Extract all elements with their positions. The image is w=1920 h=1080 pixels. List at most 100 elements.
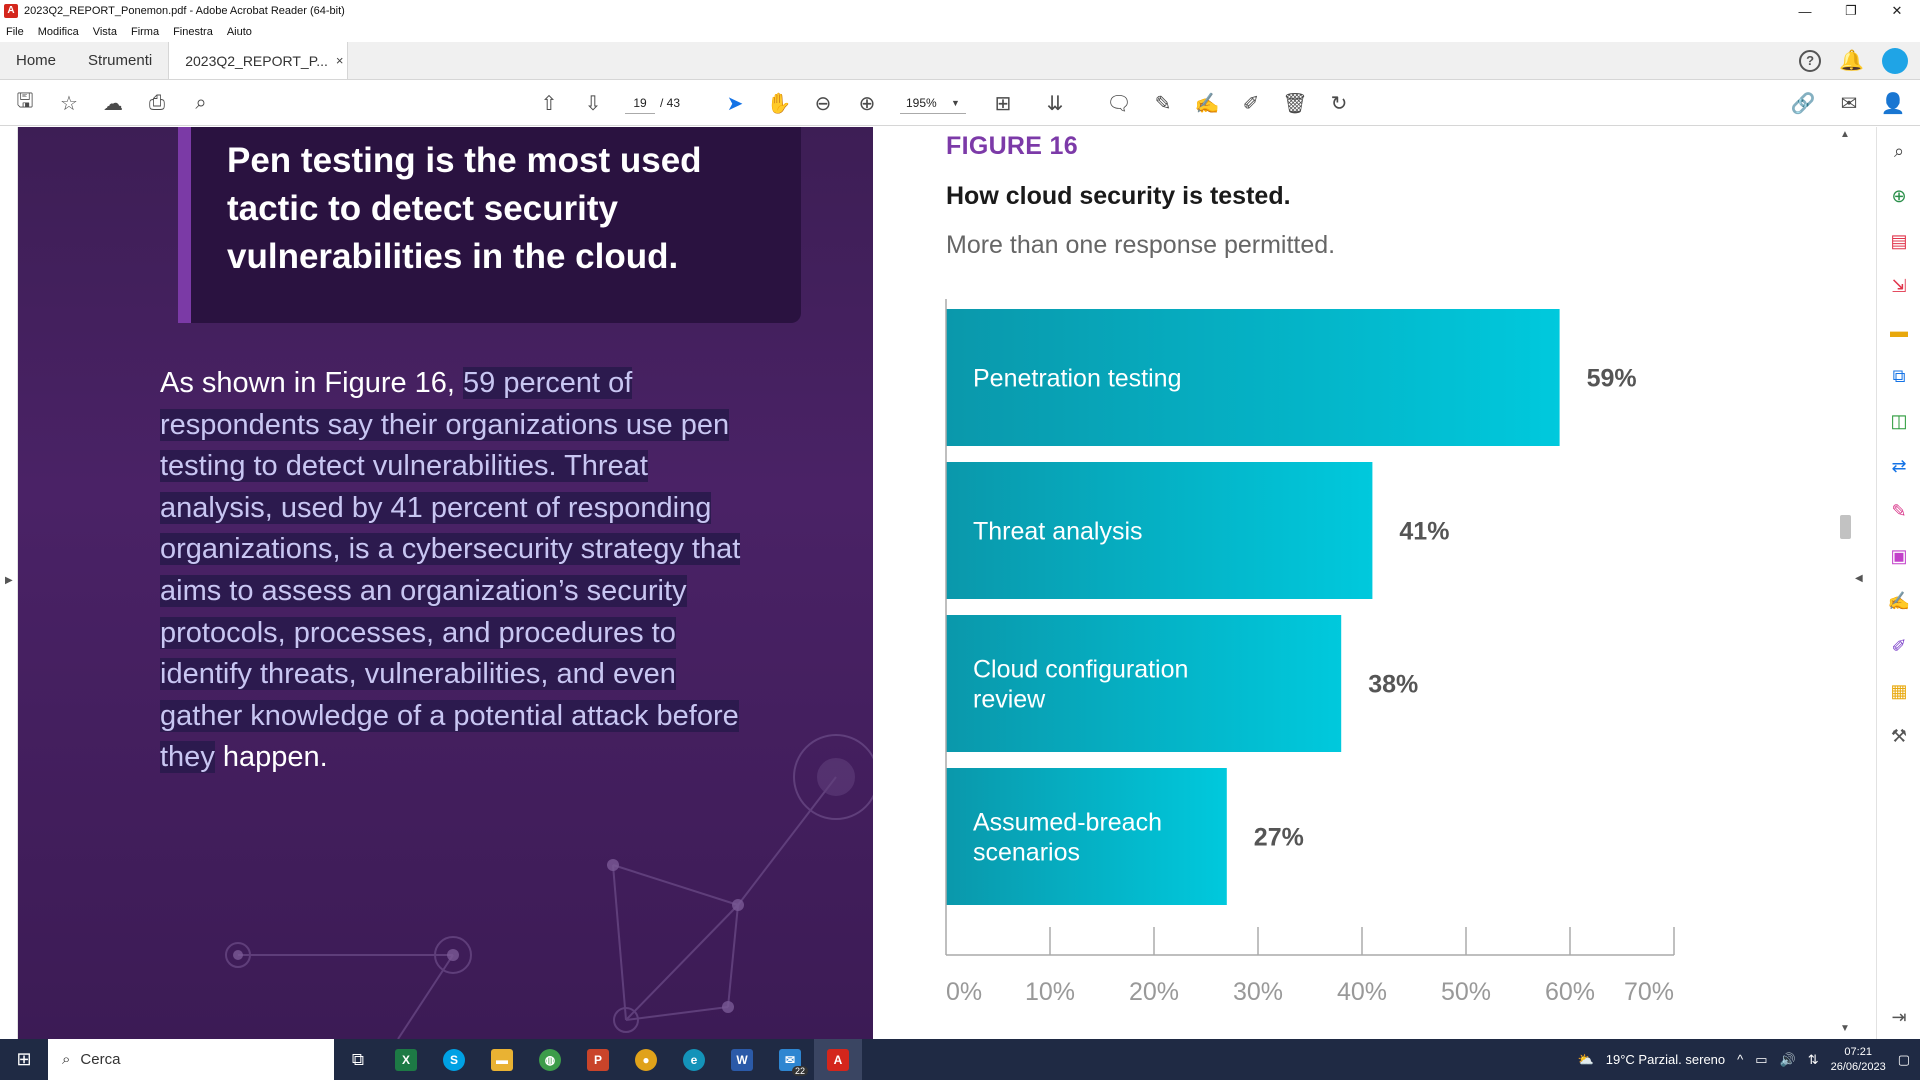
task-view-icon[interactable]: ⧉ xyxy=(351,1049,365,1069)
compress-icon[interactable]: ◫ xyxy=(1890,410,1908,431)
menu-bar: File Modifica Vista Firma Finestra Aiuto xyxy=(0,22,1920,42)
collapse-tools-icon[interactable]: ⇥ xyxy=(1891,1006,1907,1027)
fill-and-sign-icon[interactable]: ✎ xyxy=(1891,500,1907,521)
chart-x-tick-label: 70% xyxy=(1624,978,1674,1006)
clock-date: 26/06/2023 xyxy=(1830,1060,1886,1073)
maps-app-icon[interactable]: ◍ xyxy=(526,1039,574,1080)
prepare-form-icon[interactable]: ✐ xyxy=(1891,635,1907,656)
body-text-plain: As shown in Figure 16, xyxy=(160,367,464,399)
chevron-down-icon[interactable]: ▼ xyxy=(951,98,960,108)
share-link-icon[interactable]: 🔗 xyxy=(1790,92,1816,115)
start-button[interactable]: ⊞ xyxy=(16,1049,32,1069)
zoom-search-icon[interactable]: ⌕ xyxy=(1893,140,1905,161)
clock-time: 07:21 xyxy=(1844,1045,1872,1058)
mail-badge: 22 xyxy=(791,1066,808,1076)
print-icon[interactable]: ⎙ xyxy=(149,91,165,114)
tab-document[interactable]: 2023Q2_REPORT_P... × xyxy=(168,42,349,79)
tab-home[interactable]: Home xyxy=(16,52,57,69)
delete-icon[interactable]: 🗑 xyxy=(1282,92,1308,115)
tools-pane: ⌕ ⊕ ▤ ⇲ ▬ ⧉ ◫ ⇄ ✎ ▣ ✍ ✐ ▦ ⚒ ⇥ xyxy=(1876,127,1920,1039)
zoom-level-select[interactable]: 195% xyxy=(900,92,966,114)
edge-app-icon[interactable]: e xyxy=(670,1039,718,1080)
organize-pages-icon[interactable]: ▤ xyxy=(1890,230,1908,251)
left-panel-collapsed[interactable]: ▶ xyxy=(0,127,18,1039)
tray-expand-icon[interactable]: ^ xyxy=(1737,1052,1744,1067)
minimize-button[interactable]: — xyxy=(1798,3,1812,19)
previous-page-icon[interactable]: ⇧ xyxy=(540,92,558,115)
acrobat-app-icon: A xyxy=(4,4,18,18)
volume-icon[interactable]: 🔊 xyxy=(1779,1051,1796,1067)
word-app-icon[interactable]: W xyxy=(718,1039,766,1080)
notification-bell-icon[interactable]: 🔔 xyxy=(1839,50,1864,72)
select-cursor-icon[interactable]: ➤ xyxy=(726,92,744,115)
tab-tools[interactable]: Strumenti xyxy=(88,52,153,69)
clock[interactable]: 07:21 26/06/2023 xyxy=(1831,1045,1886,1075)
more-tools-icon[interactable]: ⚒ xyxy=(1890,725,1908,746)
add-user-icon[interactable]: 👤 xyxy=(1880,92,1906,115)
stamp-icon[interactable]: ▦ xyxy=(1890,680,1908,701)
close-window-button[interactable]: ✕ xyxy=(1891,3,1903,18)
figure-subtitle: More than one response permitted. xyxy=(946,231,1336,259)
scrollbar-thumb[interactable] xyxy=(1840,515,1851,539)
export-pdf-icon[interactable]: ⇲ xyxy=(1891,275,1907,296)
convert-icon[interactable]: ⇄ xyxy=(1891,455,1907,476)
taskbar-search[interactable]: ⌕ Cerca xyxy=(48,1039,334,1080)
hand-tool-icon[interactable]: ✋ xyxy=(766,92,792,115)
help-icon[interactable]: ? xyxy=(1799,49,1822,72)
menu-finestra[interactable]: Finestra xyxy=(173,26,213,38)
comment-icon[interactable]: 🗨 xyxy=(1106,92,1132,115)
restore-button[interactable]: ❐ xyxy=(1845,3,1857,18)
scroll-down-icon[interactable]: ▼ xyxy=(1840,1023,1850,1034)
page-fit-icon[interactable]: ⊞ xyxy=(994,92,1012,115)
sign-icon[interactable]: ✍ xyxy=(1194,92,1220,115)
chrome-app-icon[interactable]: ● xyxy=(622,1039,670,1080)
weather-text[interactable]: 19°C Parzial. sereno xyxy=(1605,1052,1726,1067)
close-tab-icon[interactable]: × xyxy=(335,53,344,68)
skype-app-icon[interactable]: S xyxy=(430,1039,478,1080)
zoom-in-icon[interactable]: ⊕ xyxy=(858,92,876,115)
bookmark-star-icon[interactable]: ☆ xyxy=(60,92,78,115)
document-viewport[interactable]: ▶ xyxy=(0,127,1876,1039)
mail-app-icon[interactable]: ✉ 22 xyxy=(766,1039,814,1080)
excel-app-icon[interactable]: X xyxy=(382,1039,430,1080)
scroll-mode-icon[interactable]: ⇊ xyxy=(1046,92,1064,115)
tab-document-label: 2023Q2_REPORT_P... xyxy=(185,52,328,69)
comment-tool-icon[interactable]: ▬ xyxy=(1890,320,1908,341)
page-number-input[interactable]: 19 xyxy=(625,92,655,114)
fill-sign-icon[interactable]: ✐ xyxy=(1242,92,1260,115)
expand-left-panel-icon[interactable]: ▶ xyxy=(5,575,13,586)
notifications-icon[interactable]: ▢ xyxy=(1897,1051,1910,1067)
collapse-right-panel-icon[interactable]: ◀ xyxy=(1855,573,1863,584)
body-paragraph: As shown in Figure 16, 59 percent of res… xyxy=(160,363,760,779)
file-explorer-icon[interactable]: ▬ xyxy=(478,1039,526,1080)
next-page-icon[interactable]: ⇩ xyxy=(584,92,602,115)
menu-aiuto[interactable]: Aiuto xyxy=(226,26,252,38)
find-icon[interactable]: ⌕ xyxy=(195,91,207,114)
create-pdf-icon[interactable]: ⊕ xyxy=(1891,185,1907,206)
protect-icon[interactable]: ▣ xyxy=(1890,545,1908,566)
network-icon[interactable]: ⇅ xyxy=(1807,1051,1819,1067)
menu-firma[interactable]: Firma xyxy=(130,26,160,38)
zoom-out-icon[interactable]: ⊖ xyxy=(814,92,832,115)
email-icon[interactable]: ✉ xyxy=(1840,92,1858,115)
highlight-pen-icon[interactable]: ✎ xyxy=(1154,92,1172,115)
weather-icon[interactable]: ⛅ xyxy=(1577,1051,1594,1067)
acrobat-taskbar-icon[interactable]: A xyxy=(814,1039,862,1080)
battery-icon[interactable]: ▭ xyxy=(1755,1051,1768,1067)
page-total: / 43 xyxy=(660,96,681,110)
upload-cloud-icon[interactable]: ☁ xyxy=(103,92,123,115)
menu-vista[interactable]: Vista xyxy=(92,26,117,38)
account-avatar[interactable] xyxy=(1882,47,1908,74)
rotate-icon[interactable]: ↻ xyxy=(1330,92,1348,115)
edit-pdf-icon[interactable]: ⧉ xyxy=(1892,365,1906,386)
vertical-scrollbar[interactable]: ▲ ▼ xyxy=(1836,127,1854,1039)
powerpoint-app-icon[interactable]: P xyxy=(574,1039,622,1080)
windows-taskbar: ⊞ ⌕ Cerca ⧉ X S ▬ ◍ P ● e W ✉ 22 A ⛅ 19°C… xyxy=(0,1039,1920,1080)
title-bar: A 2023Q2_REPORT_Ponemon.pdf - Adobe Acro… xyxy=(0,0,1920,22)
menu-modifica[interactable]: Modifica xyxy=(37,26,79,38)
scroll-up-icon[interactable]: ▲ xyxy=(1840,129,1850,140)
menu-file[interactable]: File xyxy=(6,26,24,38)
request-signature-icon[interactable]: ✍ xyxy=(1887,590,1911,611)
save-icon[interactable]: 🖫 xyxy=(16,90,34,112)
chart-bar xyxy=(946,462,1373,599)
